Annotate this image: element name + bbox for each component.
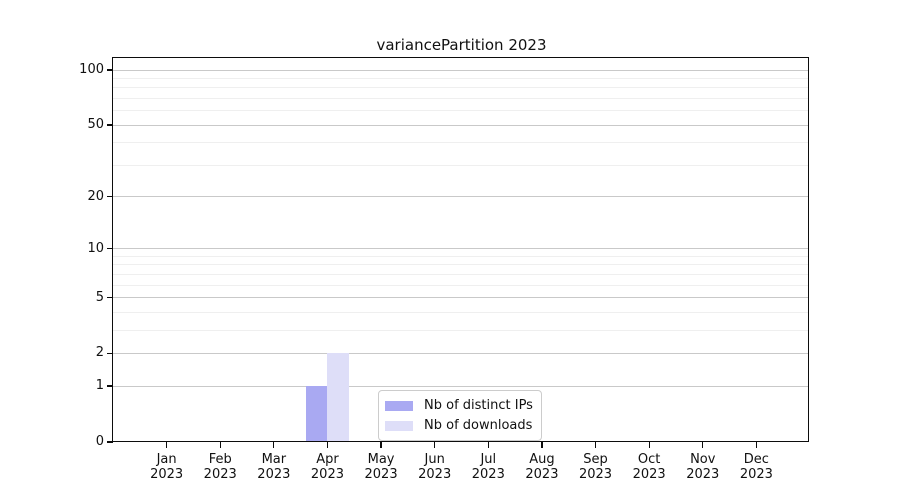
x-tick-label: Jun 2023 [403, 452, 467, 482]
y-gridline-minor [113, 284, 809, 286]
x-tick-label-month: Jan [156, 452, 177, 467]
y-tick-label: 100 [79, 62, 104, 77]
x-tick-label-month: Jul [480, 452, 497, 467]
x-tick-label-year: 2023 [632, 467, 666, 482]
y-tick-label: 5 [95, 289, 104, 305]
legend-swatch-downloads [385, 420, 413, 431]
x-tick-label: Jul 2023 [456, 452, 520, 482]
x-tick-label: Mar 2023 [242, 452, 306, 482]
y-gridline-major [113, 352, 809, 354]
y-tick [107, 69, 113, 71]
legend-label-downloads: Nb of downloads [424, 418, 533, 433]
y-tick-label: 2 [95, 345, 104, 361]
y-tick-label: 10 [87, 240, 104, 256]
y-tick [107, 441, 113, 443]
x-tick-label-month: Dec [743, 452, 769, 467]
x-tick-label: Aug 2023 [510, 452, 574, 482]
x-tick-label-year: 2023 [578, 467, 613, 482]
legend-row-downloads: Nb of downloads [385, 418, 532, 433]
x-tick-label-year: 2023 [418, 467, 452, 482]
y-gridline-major [113, 297, 809, 299]
x-tick-label-year: 2023 [257, 467, 291, 482]
y-gridline-minor [113, 77, 809, 79]
x-tick-label-year: 2023 [150, 467, 184, 482]
x-tick [273, 442, 275, 448]
y-gridline-minor [113, 87, 809, 89]
x-tick-label-month: Nov [690, 452, 716, 467]
y-gridline-minor [113, 164, 809, 166]
y-tick [107, 195, 113, 198]
y-tick-label: 0 [95, 434, 104, 449]
y-tick [107, 385, 113, 387]
y-gridline-minor [113, 255, 809, 257]
y-gridline-minor [113, 110, 809, 112]
legend-row-distinct-ips: Nb of distinct IPs [385, 398, 533, 413]
x-tick [648, 442, 650, 448]
x-tick [755, 442, 758, 448]
x-tick [326, 442, 329, 448]
x-tick-label-year: 2023 [203, 467, 237, 482]
y-gridline-minor [113, 264, 809, 266]
x-tick-label-year: 2023 [471, 467, 505, 482]
y-gridline-major [113, 385, 809, 387]
x-tick-label-month: May [367, 452, 395, 467]
y-gridline-minor [113, 311, 809, 313]
legend-label-distinct-ips: Nb of distinct IPs [424, 398, 533, 413]
x-tick-label-month: Aug [529, 452, 555, 467]
x-tick-label-year: 2023 [686, 467, 720, 482]
y-tick [107, 124, 113, 126]
x-tick-label: Nov 2023 [671, 452, 735, 482]
x-tick-label: Jan 2023 [135, 452, 199, 482]
x-tick [702, 442, 704, 448]
x-tick-label-month: Feb [208, 452, 232, 467]
x-tick [541, 442, 543, 448]
x-tick-label-month: Sep [583, 452, 608, 467]
y-gridline-major [113, 124, 809, 126]
x-tick-label-year: 2023 [739, 467, 773, 482]
chart-title: variancePartition 2023 [376, 36, 547, 54]
y-tick-label: 1 [95, 378, 104, 394]
y-gridline-minor [113, 273, 809, 275]
x-tick-label: Sep 2023 [564, 452, 628, 482]
x-tick-label-month: Oct [637, 452, 661, 467]
x-tick-label: May 2023 [349, 452, 413, 482]
x-tick-label-month: Apr [316, 452, 339, 467]
legend-swatch-distinct-ips [385, 400, 413, 411]
y-tick [107, 296, 113, 299]
bar-distinct-ips [306, 386, 328, 442]
x-tick [434, 442, 436, 448]
y-gridline-minor [113, 142, 809, 144]
x-tick-label: Feb 2023 [188, 452, 252, 482]
y-gridline-major [113, 248, 809, 250]
x-tick-label: Oct 2023 [617, 452, 681, 482]
legend: Nb of distinct IPs Nb of downloads [378, 390, 542, 441]
x-tick-label-year: 2023 [310, 467, 344, 482]
y-gridline-major [113, 69, 809, 71]
x-tick [594, 442, 597, 448]
bar-downloads [327, 353, 349, 442]
y-gridline-minor [113, 97, 809, 99]
y-tick [107, 352, 113, 355]
x-tick [487, 442, 489, 448]
x-tick-label-month: Jun [424, 452, 445, 467]
y-tick [107, 248, 113, 250]
x-tick [380, 442, 382, 448]
x-tick-label: Dec 2023 [724, 452, 788, 482]
y-gridline-minor [113, 329, 809, 331]
x-tick-label: Apr 2023 [295, 452, 359, 482]
plot-frame [112, 57, 809, 442]
x-tick [165, 442, 168, 448]
x-tick [219, 442, 221, 448]
y-gridline-major [113, 196, 809, 198]
y-tick-label: 20 [87, 188, 104, 204]
y-tick-label: 50 [87, 117, 104, 133]
x-tick-label-year: 2023 [364, 467, 398, 482]
x-tick-label-month: Mar [261, 452, 287, 467]
x-tick-label-year: 2023 [525, 467, 559, 482]
